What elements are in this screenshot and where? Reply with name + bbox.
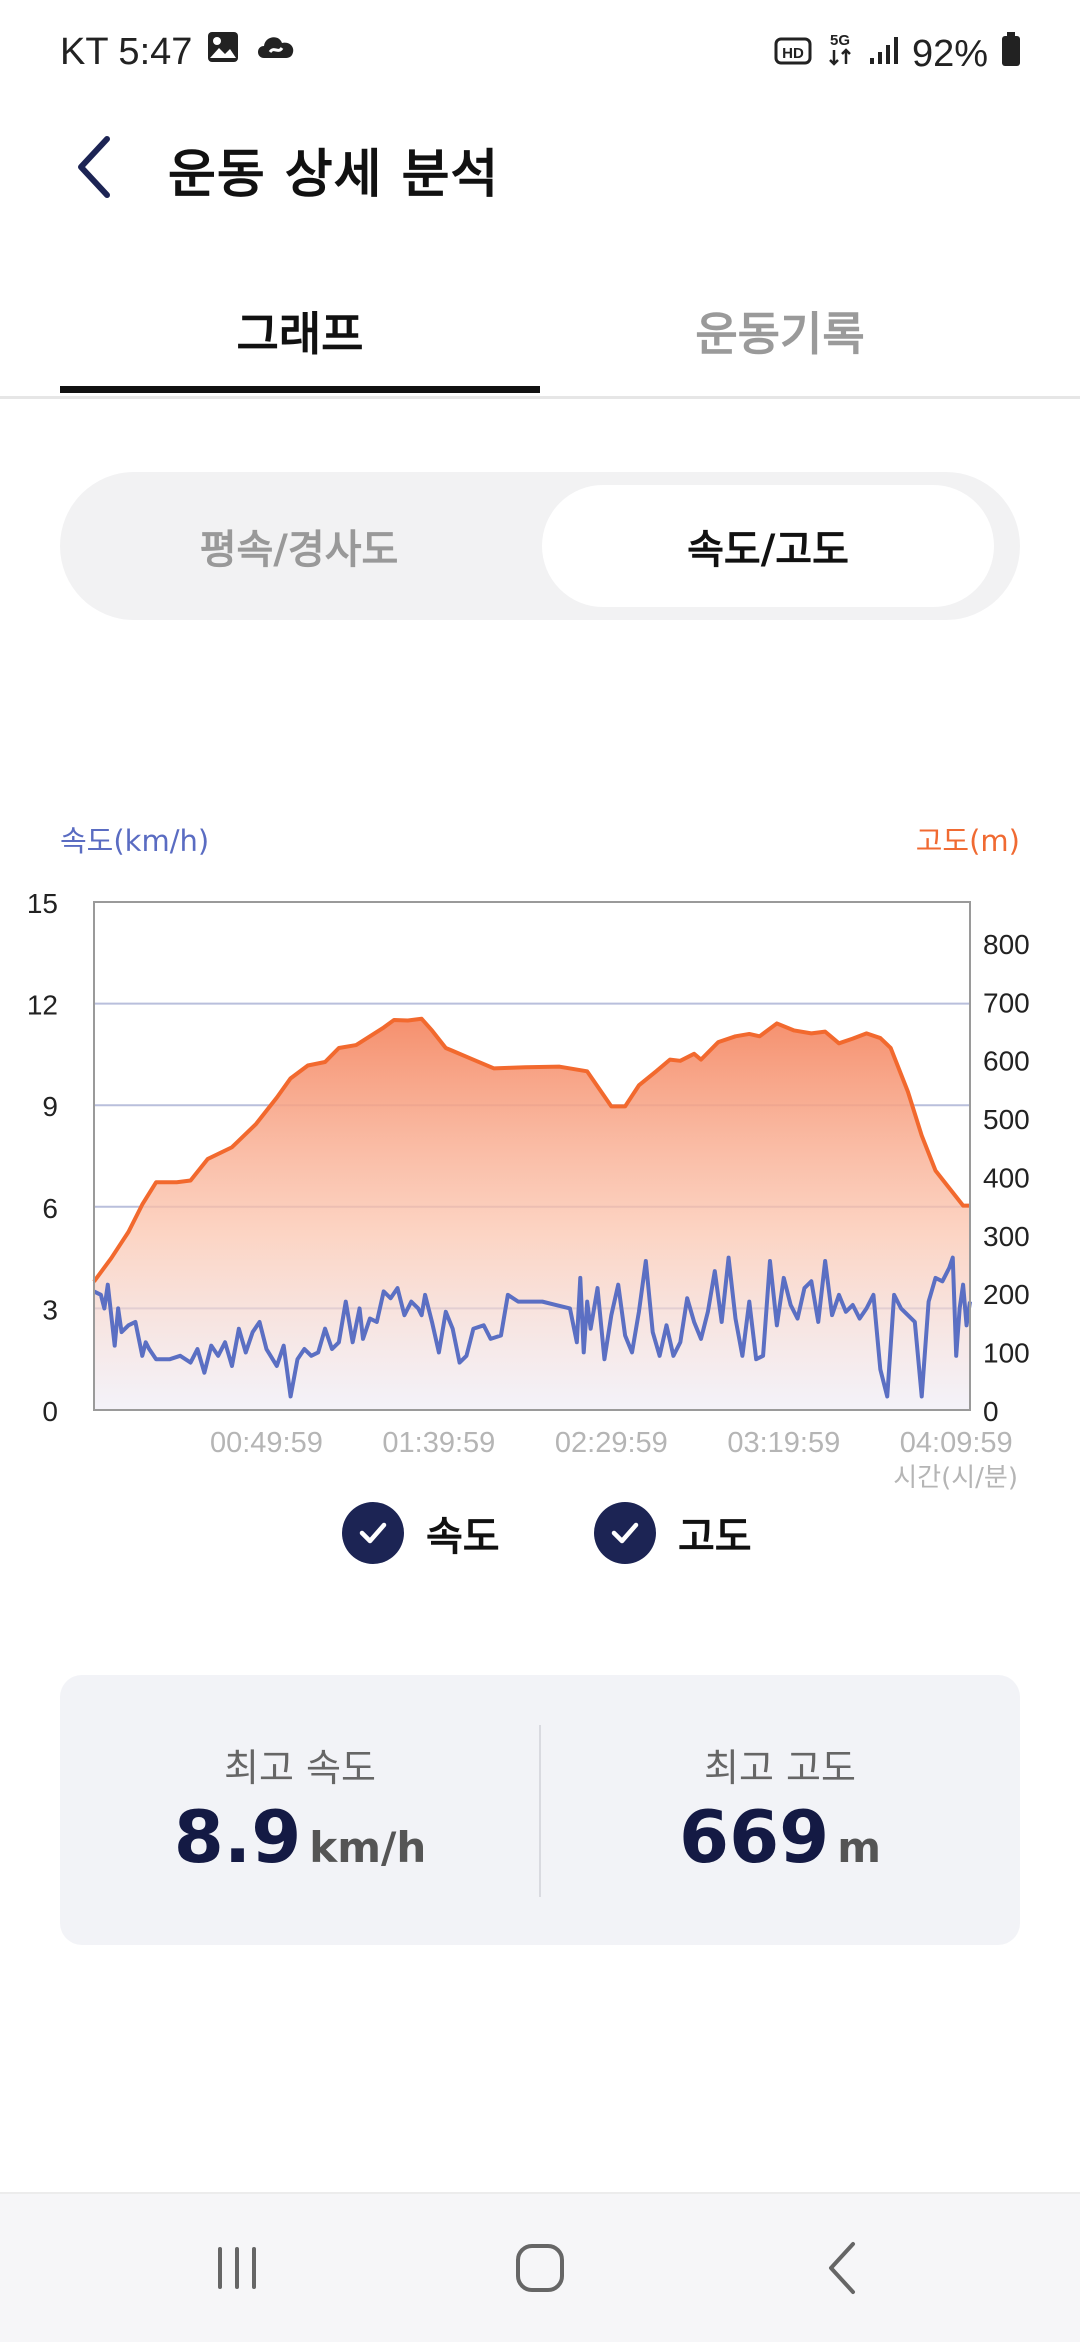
left-tick-label: 9 <box>42 1091 58 1122</box>
check-icon <box>342 1502 404 1564</box>
tab-bar: 그래프 운동기록 <box>0 268 1080 399</box>
max-altitude-stat: 최고 고도 669 m <box>540 1675 1020 1945</box>
left-tick-label: 0 <box>42 1396 58 1427</box>
recent-apps-icon <box>218 2247 256 2289</box>
max-altitude-unit: m <box>837 1823 882 1872</box>
segment-avg-speed-slope[interactable]: 평속/경사도 <box>199 527 399 573</box>
plot-border <box>93 901 971 1411</box>
segment-speed-altitude[interactable]: 속도/고도 <box>542 485 994 607</box>
recent-apps-button[interactable] <box>137 2194 337 2342</box>
x-tick-label: 04:09:59 <box>900 1427 1013 1459</box>
x-tick-label: 00:49:59 <box>210 1427 323 1459</box>
legend-speed-label: 속도 <box>426 1514 500 1560</box>
max-altitude-value: 669 <box>678 1795 830 1879</box>
right-tick-label: 400 <box>983 1162 1030 1193</box>
signal-icon <box>868 33 900 76</box>
page-title: 운동 상세 분석 <box>168 145 500 205</box>
status-right: HD 5G 92% <box>774 30 1022 78</box>
back-icon <box>829 2242 855 2294</box>
chart-type-segment: 평속/경사도 속도/고도 <box>60 472 1020 620</box>
plot-frame <box>93 901 971 1411</box>
home-icon <box>516 2244 564 2292</box>
right-tick-label: 800 <box>983 929 1030 960</box>
left-tick-label: 15 <box>27 888 58 919</box>
back-button[interactable] <box>60 122 130 212</box>
altitude-area <box>94 1018 970 1410</box>
legend-altitude-toggle[interactable]: 고도 <box>594 1500 752 1566</box>
max-speed-value-row: 8.9 km/h <box>60 1795 540 1879</box>
tab-exercise-record[interactable]: 운동기록 <box>695 306 865 361</box>
speed-axis-title: 속도(km/h) <box>60 824 210 858</box>
home-button[interactable] <box>440 2194 640 2342</box>
battery-icon <box>1000 31 1022 77</box>
battery-level: 92% <box>911 32 988 75</box>
legend-speed-toggle[interactable]: 속도 <box>342 1500 500 1566</box>
carrier-time: KT 5:47 <box>60 30 193 73</box>
right-tick-label: 300 <box>983 1221 1030 1252</box>
right-tick-label: 0 <box>983 1396 999 1427</box>
nav-back-button[interactable] <box>743 2194 943 2342</box>
status-left: KT 5:47 <box>60 30 298 74</box>
app-header: 운동 상세 분석 <box>0 104 1080 254</box>
hd-icon: HD <box>774 33 812 76</box>
tab-graph[interactable]: 그래프 <box>236 306 364 361</box>
left-tick-label: 3 <box>42 1294 58 1325</box>
x-tick-label: 02:29:59 <box>555 1427 668 1459</box>
altitude-line <box>92 1016 970 1283</box>
x-axis-label: 시간(시/분) <box>893 1463 1018 1493</box>
summary-divider <box>539 1725 541 1897</box>
altitude-series <box>92 1016 970 1410</box>
status-bar: KT 5:47 HD 5G 92% <box>0 0 1080 104</box>
legend-altitude-label: 고도 <box>678 1514 752 1560</box>
right-tick-label: 700 <box>983 987 1030 1018</box>
left-tick-label: 12 <box>27 990 58 1021</box>
max-speed-stat: 최고 속도 8.9 km/h <box>60 1675 540 1945</box>
x-tick-label: 01:39:59 <box>382 1427 495 1459</box>
speed-series <box>93 1255 972 1399</box>
svg-text:HD: HD <box>782 45 804 62</box>
right-tick-label: 200 <box>983 1279 1030 1310</box>
max-speed-unit: km/h <box>309 1823 427 1872</box>
right-tick-label: 100 <box>983 1338 1030 1369</box>
max-altitude-label: 최고 고도 <box>704 1746 856 1790</box>
axis-ticks: 15 12 9 6 3 0 800 700 600 500 400 300 200 100 0 00:49:5… <box>27 888 1030 1493</box>
system-nav-bar <box>0 2192 1080 2342</box>
summary-card: 최고 속도 8.9 km/h 최고 고도 669 m <box>60 1675 1020 1945</box>
speed-altitude-chart: 15 12 9 6 3 0 800 700 600 500 400 300 200 100 0 00:49:5… <box>27 888 1030 1493</box>
image-icon <box>206 30 240 74</box>
altitude-axis-title: 고도(m) <box>915 824 1020 858</box>
right-tick-label: 500 <box>983 1104 1030 1135</box>
max-altitude-value-row: 669 m <box>540 1795 1020 1879</box>
chart-legend: 속도 고도 <box>0 1500 1080 1570</box>
svg-text:5G: 5G <box>830 32 850 49</box>
max-speed-label: 최고 속도 <box>224 1746 376 1790</box>
right-tick-label: 600 <box>983 1046 1030 1077</box>
left-tick-label: 6 <box>42 1193 58 1224</box>
cloud-icon <box>254 30 298 74</box>
max-speed-value: 8.9 <box>173 1795 302 1879</box>
tab-active-indicator <box>60 386 540 393</box>
x-tick-label: 03:19:59 <box>727 1427 840 1459</box>
5g-icon: 5G <box>824 30 856 78</box>
check-icon <box>594 1502 656 1564</box>
speed-line <box>93 1255 972 1399</box>
chevron-left-icon <box>78 136 110 198</box>
